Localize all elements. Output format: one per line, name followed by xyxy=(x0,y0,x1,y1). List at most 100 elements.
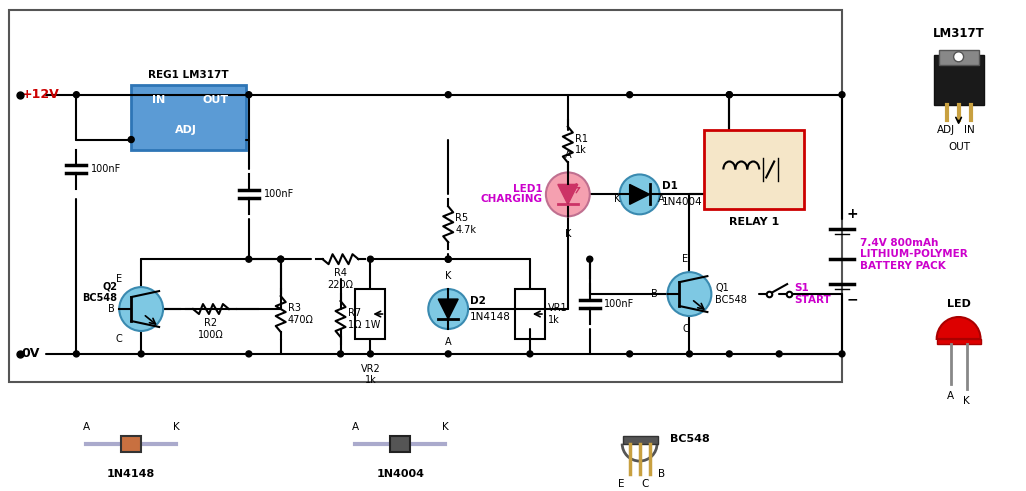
Circle shape xyxy=(527,351,532,357)
Circle shape xyxy=(627,92,633,98)
Circle shape xyxy=(246,256,251,262)
Bar xyxy=(623,436,658,443)
Text: R5
4.7k: R5 4.7k xyxy=(456,214,476,235)
Text: ADJ: ADJ xyxy=(937,125,955,135)
Text: CHARGING: CHARGING xyxy=(481,194,543,204)
Text: E: E xyxy=(682,254,688,264)
Circle shape xyxy=(839,351,845,357)
Circle shape xyxy=(74,351,79,357)
Circle shape xyxy=(445,256,451,262)
Circle shape xyxy=(338,351,344,357)
Circle shape xyxy=(428,289,468,329)
Text: K: K xyxy=(963,396,970,406)
Circle shape xyxy=(777,351,782,357)
Text: 1N4148: 1N4148 xyxy=(470,312,511,322)
Text: E: E xyxy=(116,274,122,284)
Text: K: K xyxy=(445,271,451,281)
Wedge shape xyxy=(937,317,981,339)
Text: REG1 LM317T: REG1 LM317T xyxy=(148,70,229,80)
Text: LM317T: LM317T xyxy=(933,27,985,40)
Circle shape xyxy=(119,287,163,331)
Text: C: C xyxy=(641,479,648,489)
Text: C: C xyxy=(682,324,688,334)
Text: OUT: OUT xyxy=(203,95,229,105)
Circle shape xyxy=(128,136,134,142)
Text: −: − xyxy=(846,292,859,306)
Text: B: B xyxy=(658,468,665,479)
Circle shape xyxy=(445,92,451,98)
Polygon shape xyxy=(558,185,578,204)
Text: A: A xyxy=(947,391,954,401)
Circle shape xyxy=(668,272,711,316)
Bar xyxy=(121,436,142,452)
Text: A: A xyxy=(83,422,90,432)
Text: E: E xyxy=(619,479,625,489)
Circle shape xyxy=(587,256,593,262)
Text: C: C xyxy=(116,334,122,344)
Text: VR2
1k: VR2 1k xyxy=(360,364,381,385)
Circle shape xyxy=(246,92,251,98)
Text: K: K xyxy=(615,194,621,204)
Circle shape xyxy=(74,92,79,98)
Circle shape xyxy=(953,52,963,62)
Text: A: A xyxy=(352,422,359,432)
Text: 100nF: 100nF xyxy=(603,299,634,309)
Text: 100nF: 100nF xyxy=(264,190,294,199)
Text: R2
100Ω: R2 100Ω xyxy=(198,318,224,340)
FancyBboxPatch shape xyxy=(705,130,804,209)
Text: ADJ: ADJ xyxy=(175,125,197,135)
Circle shape xyxy=(627,351,633,357)
Text: LED: LED xyxy=(947,299,971,309)
Text: R7
1Ω 1W: R7 1Ω 1W xyxy=(348,308,380,330)
Text: IN: IN xyxy=(963,125,975,135)
Text: R4
220Ω: R4 220Ω xyxy=(327,268,354,290)
Circle shape xyxy=(367,256,373,262)
Text: A: A xyxy=(445,337,451,347)
Text: R3
470Ω: R3 470Ω xyxy=(287,303,314,325)
Text: VR1
1k: VR1 1k xyxy=(548,303,567,325)
Text: OUT: OUT xyxy=(949,141,971,152)
Text: +: + xyxy=(846,207,859,221)
Bar xyxy=(355,289,386,339)
Text: Q2
BC548: Q2 BC548 xyxy=(82,281,117,303)
Text: Q1
BC548: Q1 BC548 xyxy=(715,283,747,305)
Bar xyxy=(390,436,410,452)
Text: 1N4148: 1N4148 xyxy=(107,468,155,479)
Circle shape xyxy=(139,351,144,357)
Circle shape xyxy=(367,351,373,357)
Polygon shape xyxy=(438,299,459,319)
Text: D1: D1 xyxy=(662,181,677,191)
Polygon shape xyxy=(630,185,649,204)
Text: LED1: LED1 xyxy=(513,185,543,194)
Bar xyxy=(515,289,545,339)
Text: IN: IN xyxy=(153,95,166,105)
Bar xyxy=(934,55,984,105)
Text: RELAY 1: RELAY 1 xyxy=(729,218,780,227)
Circle shape xyxy=(686,351,693,357)
Circle shape xyxy=(445,351,451,357)
Text: 0V: 0V xyxy=(22,348,40,360)
Text: R1
1k: R1 1k xyxy=(575,134,588,155)
Circle shape xyxy=(246,351,251,357)
Text: 1N4004: 1N4004 xyxy=(377,468,425,479)
Circle shape xyxy=(546,172,590,217)
Bar xyxy=(8,10,842,382)
Bar xyxy=(937,339,981,344)
Text: K: K xyxy=(442,422,448,432)
Circle shape xyxy=(726,92,733,98)
Circle shape xyxy=(620,174,660,215)
Text: 7.4V 800mAh
LITHIUM-POLYMER
BATTERY PACK: 7.4V 800mAh LITHIUM-POLYMER BATTERY PACK xyxy=(860,238,968,271)
Text: A: A xyxy=(564,149,571,160)
FancyBboxPatch shape xyxy=(131,85,246,150)
Circle shape xyxy=(278,256,284,262)
Bar xyxy=(939,50,979,65)
Text: K: K xyxy=(172,422,180,432)
Circle shape xyxy=(839,92,845,98)
Text: 1N4004: 1N4004 xyxy=(662,197,702,207)
Text: K: K xyxy=(564,229,571,239)
Text: BC548: BC548 xyxy=(670,434,709,444)
Text: 100nF: 100nF xyxy=(91,164,121,174)
Text: B: B xyxy=(108,304,115,314)
Text: A: A xyxy=(659,194,665,204)
Circle shape xyxy=(278,256,284,262)
